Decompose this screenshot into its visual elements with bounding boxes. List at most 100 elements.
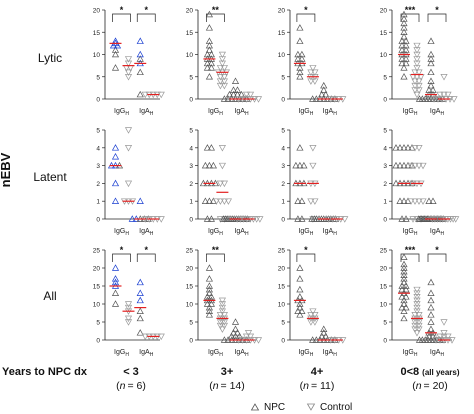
- control-point-igg: [307, 319, 315, 326]
- y-tick-label: 5: [281, 320, 285, 327]
- y-tick-label: 5: [383, 74, 387, 81]
- control-point-igg: [124, 127, 133, 134]
- y-tick-label: 0: [96, 338, 100, 345]
- npc-point-iga: [427, 296, 435, 304]
- npc-point-igg: [402, 59, 410, 67]
- control-point-iga: [141, 91, 149, 99]
- control-point-igg: [413, 294, 421, 301]
- npc-point-igg: [111, 50, 120, 58]
- control-point-igg: [216, 322, 224, 330]
- npc-point-igg: [205, 37, 213, 44]
- npc-point-igg: [398, 285, 406, 293]
- npc-point-iga: [320, 81, 328, 89]
- npc-point-igg: [398, 41, 406, 49]
- significance-stars: **: [212, 245, 220, 255]
- panel-r2-c1: 0 1 2 3 4 5 IgGH IgAH: [96, 127, 165, 237]
- npc-point-igg: [396, 197, 404, 204]
- npc-point-igg: [396, 161, 404, 169]
- y-tick-label: 25: [93, 248, 101, 255]
- npc-point-iga: [427, 50, 435, 58]
- control-point-igg: [307, 198, 315, 205]
- y-tick-label: 0: [281, 217, 285, 224]
- y-tick-label: 10: [93, 52, 101, 59]
- x-label-iga: IgAH: [430, 228, 445, 237]
- group-label-3: 4+: [311, 366, 324, 378]
- npc-point-igg: [111, 64, 120, 71]
- x-label-iga: IgAH: [234, 228, 249, 237]
- control-point-igg: [413, 60, 421, 68]
- control-point-iga: [436, 333, 444, 341]
- control-point-igg: [216, 319, 224, 326]
- npc-point-igg: [298, 55, 306, 62]
- npc-point-iga: [136, 55, 144, 62]
- npc-point-iga: [233, 329, 242, 336]
- y-tick-label: 20: [93, 8, 101, 15]
- npc-point-igg: [111, 289, 120, 296]
- npc-point-igg: [296, 293, 304, 300]
- npc-point-igg: [111, 197, 120, 204]
- control-point-igg: [409, 216, 417, 223]
- control-point-igg: [218, 162, 226, 170]
- npc-point-igg: [294, 215, 302, 222]
- y-tick-label: 5: [96, 128, 100, 135]
- control-point-igg: [311, 312, 319, 319]
- control-point-igg: [311, 78, 319, 85]
- npc-point-igg: [203, 300, 211, 307]
- npc-point-igg: [205, 311, 213, 318]
- npc-point-igg: [296, 68, 304, 76]
- control-point-igg: [411, 312, 419, 319]
- npc-point-iga: [136, 329, 144, 336]
- control-point-igg: [415, 326, 423, 333]
- control-point-iga: [254, 96, 263, 103]
- significance-stars: *: [304, 245, 308, 255]
- npc-point-igg: [207, 293, 215, 300]
- control-point-igg: [124, 319, 133, 326]
- significance-stars: ***: [405, 245, 416, 255]
- control-point-igg: [415, 82, 423, 90]
- npc-point-igg: [203, 64, 211, 71]
- npc-point-iga: [128, 215, 136, 222]
- significance-bracket: [427, 253, 447, 262]
- npc-point-igg: [392, 161, 400, 169]
- control-point-iga: [242, 91, 251, 99]
- y-tick-label: 5: [189, 74, 193, 81]
- y-tick-label: 15: [380, 284, 388, 291]
- y-tick-label: 20: [186, 8, 194, 15]
- npc-point-igg: [300, 161, 308, 169]
- npc-point-igg: [298, 197, 306, 204]
- control-point-igg: [216, 65, 224, 72]
- npc-point-igg: [201, 161, 209, 169]
- npc-point-igg: [402, 285, 410, 293]
- control-point-iga: [157, 333, 165, 341]
- significance-bracket: [112, 253, 131, 262]
- npc-point-iga: [427, 289, 435, 296]
- npc-point-igg: [400, 300, 408, 307]
- npc-point-iga: [429, 332, 437, 340]
- control-point-igg: [411, 145, 419, 152]
- control-point-iga: [452, 216, 460, 223]
- npc-point-iga: [136, 289, 144, 296]
- npc-point-iga: [309, 336, 317, 343]
- control-point-iga: [440, 73, 448, 81]
- control-point-igg: [220, 312, 228, 319]
- npc-point-igg: [400, 32, 408, 40]
- row-label-all: All: [43, 289, 56, 303]
- y-tick-label: 0: [189, 338, 193, 345]
- npc-point-iga: [220, 95, 228, 102]
- y-tick-label: 1: [281, 199, 285, 206]
- npc-point-igg: [203, 50, 211, 58]
- y-tick-label: 25: [278, 248, 286, 255]
- control-point-iga: [444, 333, 452, 341]
- npc-point-igg: [207, 144, 215, 151]
- control-point-igg: [124, 145, 133, 152]
- control-point-igg: [124, 304, 133, 312]
- npc-point-igg: [396, 144, 404, 151]
- npc-point-iga: [320, 329, 328, 336]
- y-tick-label: 15: [278, 284, 286, 291]
- npc-point-iga: [229, 329, 238, 336]
- npc-point-iga: [309, 95, 317, 102]
- control-point-iga: [341, 216, 349, 223]
- control-point-iga: [436, 91, 444, 99]
- significance-stars: *: [144, 245, 148, 255]
